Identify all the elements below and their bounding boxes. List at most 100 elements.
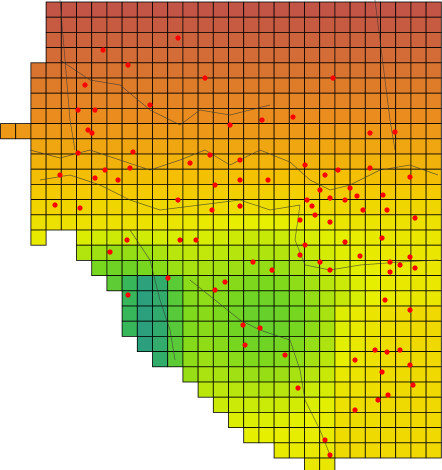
station-dot	[342, 197, 348, 203]
grid-cell	[334, 47, 351, 64]
grid-cell	[334, 108, 351, 125]
grid-cell	[288, 47, 305, 64]
grid-cell	[60, 214, 77, 231]
grid-cell	[152, 259, 169, 276]
grid-cell	[182, 123, 199, 140]
grid-cell	[410, 16, 427, 33]
grid-cell	[91, 92, 108, 109]
grid-cell	[349, 1, 366, 18]
grid-cell	[212, 244, 229, 261]
grid-cell	[349, 62, 366, 79]
grid-cell	[167, 168, 184, 185]
grid-cell	[288, 305, 305, 322]
station-dot	[237, 177, 243, 183]
grid-cell	[182, 77, 199, 94]
grid-cell	[273, 77, 290, 94]
grid-cell	[30, 168, 47, 185]
grid-cell	[228, 351, 245, 368]
grid-cell	[395, 229, 412, 246]
grid-cell	[197, 47, 214, 64]
grid-cell	[304, 259, 321, 276]
grid-cell	[273, 108, 290, 125]
grid-cell	[425, 290, 442, 307]
station-dot	[75, 107, 81, 113]
grid-cell	[243, 168, 260, 185]
grid-cell	[349, 351, 366, 368]
grid-cell	[30, 138, 47, 155]
grid-cell	[212, 259, 229, 276]
grid-cell	[152, 16, 169, 33]
grid-cell	[228, 229, 245, 246]
grid-cell	[212, 305, 229, 322]
grid-cell	[152, 168, 169, 185]
grid-cell	[243, 244, 260, 261]
grid-cell	[121, 259, 138, 276]
grid-cell	[288, 199, 305, 216]
grid-cell	[334, 320, 351, 337]
grid-cell	[91, 16, 108, 33]
grid-cell	[243, 275, 260, 292]
station-dot	[297, 252, 303, 258]
grid-cell	[273, 259, 290, 276]
grid-cell	[243, 290, 260, 307]
grid-cell	[212, 47, 229, 64]
grid-cell	[273, 381, 290, 398]
station-dot	[237, 157, 243, 163]
grid-cell	[136, 335, 153, 352]
station-dot	[342, 239, 348, 245]
grid-cell	[349, 92, 366, 109]
grid-cell	[319, 153, 336, 170]
grid-cell	[334, 366, 351, 383]
station-dot	[177, 237, 183, 243]
grid-cell	[136, 108, 153, 125]
station-dot	[410, 382, 416, 388]
grid-cell	[106, 1, 123, 18]
grid-cell	[136, 320, 153, 337]
grid-cell	[212, 229, 229, 246]
grid-cell	[121, 1, 138, 18]
grid-cell	[167, 1, 184, 18]
station-dot	[257, 325, 263, 331]
grid-cell	[258, 427, 275, 444]
station-dot	[212, 287, 218, 293]
grid-cell	[121, 123, 138, 140]
grid-cell	[304, 396, 321, 413]
grid-cell	[136, 305, 153, 322]
grid-cell	[349, 16, 366, 33]
grid-cell	[121, 214, 138, 231]
grid-cell	[334, 153, 351, 170]
grid-cell	[304, 427, 321, 444]
grid-cell	[182, 47, 199, 64]
grid-cell	[273, 138, 290, 155]
grid-cell	[304, 229, 321, 246]
grid-cell	[167, 335, 184, 352]
grid-cell	[288, 92, 305, 109]
grid-cell	[425, 183, 442, 200]
grid-cell	[410, 108, 427, 125]
grid-cell	[364, 1, 381, 18]
grid-cell	[212, 32, 229, 49]
grid-cell	[364, 320, 381, 337]
grid-cell	[380, 442, 397, 459]
grid-cell	[167, 77, 184, 94]
grid-cell	[91, 183, 108, 200]
station-dot	[367, 165, 373, 171]
station-dot	[412, 215, 418, 221]
station-dot	[165, 275, 171, 281]
grid-cell	[349, 320, 366, 337]
grid-cell	[60, 47, 77, 64]
station-dot	[290, 114, 296, 120]
grid-cell	[288, 275, 305, 292]
grid-cell	[45, 16, 62, 33]
station-dot	[124, 237, 130, 243]
grid-cell	[212, 108, 229, 125]
grid-cell	[288, 62, 305, 79]
grid-cell	[364, 290, 381, 307]
grid-cell	[425, 92, 442, 109]
grid-cell	[425, 153, 442, 170]
grid-cell	[30, 62, 47, 79]
grid-cell	[60, 62, 77, 79]
boundary	[374, 0, 396, 151]
